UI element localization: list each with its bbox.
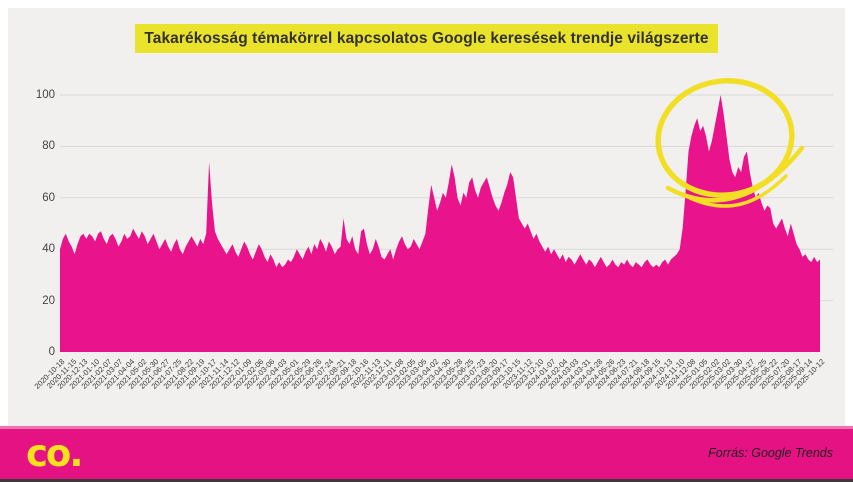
co-logo: co. <box>26 432 83 475</box>
highlight-circle-annotation <box>655 78 805 208</box>
page-title: Takarékosság témakörrel kapcsolatos Goog… <box>135 24 718 53</box>
footer-bar: co. Forrás: Google Trends <box>0 426 853 482</box>
search-trend-area-series <box>60 95 820 352</box>
title-row: Takarékosság témakörrel kapcsolatos Goog… <box>0 24 853 53</box>
y-axis-tick-label: 40 <box>42 243 55 256</box>
y-axis-tick-label: 60 <box>42 191 55 204</box>
y-axis-tick-label: 0 <box>48 346 55 358</box>
y-axis-tick-label: 20 <box>42 294 55 307</box>
footer-bottom-edge <box>0 479 853 482</box>
source-label: Forrás: Google Trends <box>708 446 833 460</box>
footer-top-strip <box>0 426 853 429</box>
footer-main-bar: co. Forrás: Google Trends <box>0 429 853 479</box>
y-axis-tick-label: 80 <box>42 140 55 153</box>
y-axis-tick-label: 100 <box>35 89 55 101</box>
